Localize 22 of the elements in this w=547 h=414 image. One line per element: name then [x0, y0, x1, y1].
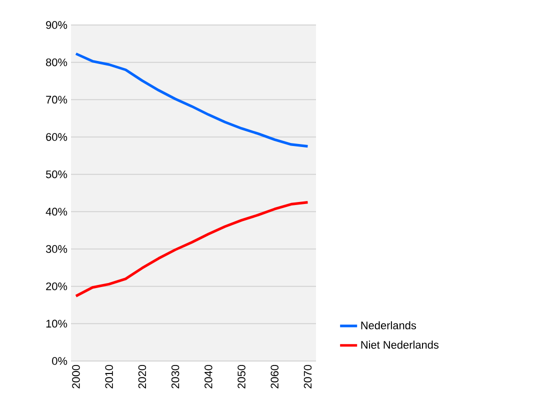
line-series: [74, 52, 310, 148]
y-tick-label: 80%: [46, 58, 68, 66]
legend-label: Nederlands: [361, 321, 416, 330]
x-tick-label: 2050: [238, 364, 246, 388]
x-tick-label: 2040: [204, 364, 212, 388]
y-tick-label: 90%: [46, 21, 68, 29]
y-tick-label: 20%: [46, 282, 68, 290]
x-tick-label: 2020: [138, 364, 146, 388]
y-tick-label: 30%: [46, 245, 68, 253]
x-tick-label: 2030: [171, 364, 180, 388]
y-tick-label: 0%: [52, 357, 68, 365]
x-tick-label: 2000: [72, 364, 80, 388]
y-tick-label: 50%: [46, 170, 68, 178]
x-tick-label: 2010: [105, 364, 113, 388]
y-tick-label: 40%: [46, 208, 68, 216]
legend-label: Niet Nederlands: [361, 340, 439, 349]
x-tick-label: 2060: [270, 364, 278, 388]
y-tick-label: 60%: [46, 133, 68, 141]
x-tick-label: 2070: [304, 364, 312, 388]
y-tick-label: 70%: [46, 96, 68, 104]
line-series: [74, 201, 310, 298]
y-tick-label: 10%: [46, 320, 68, 328]
